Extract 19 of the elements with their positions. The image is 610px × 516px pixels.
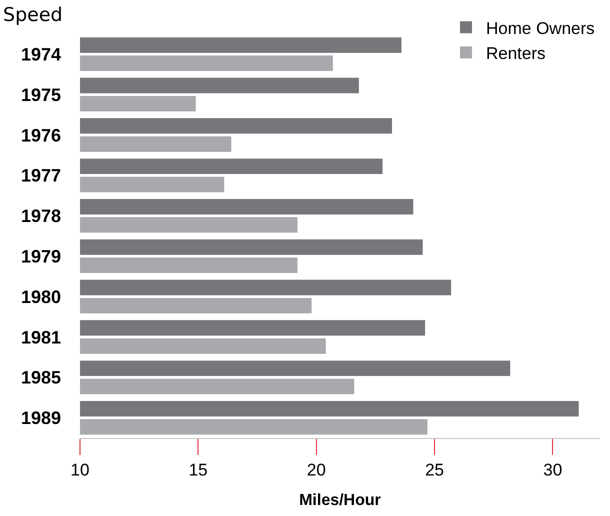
y-tick-label: 1976 bbox=[20, 125, 61, 146]
x-tick-label: 10 bbox=[70, 460, 90, 480]
x-tick-label: 20 bbox=[306, 460, 326, 480]
x-tick-label: 30 bbox=[543, 460, 562, 480]
y-tick-label: 1974 bbox=[20, 44, 61, 64]
chart-title: Speed bbox=[3, 4, 63, 26]
y-tick-label: 1980 bbox=[20, 286, 61, 307]
y-tick-label: 1979 bbox=[20, 246, 61, 266]
y-tick-label: 1977 bbox=[20, 166, 61, 186]
y-tick-label: 1978 bbox=[20, 206, 61, 226]
y-tick-label: 1989 bbox=[20, 408, 61, 428]
x-tick-label: 25 bbox=[425, 460, 444, 480]
legend-label: Renters bbox=[486, 44, 546, 64]
x-axis-title: Miles/Hour bbox=[299, 492, 381, 510]
x-tick-label: 15 bbox=[188, 460, 208, 480]
y-tick-label: 1975 bbox=[20, 84, 61, 105]
y-tick-label: 1985 bbox=[20, 368, 61, 388]
y-tick-label: 1981 bbox=[20, 327, 61, 348]
legend-label: Home Owners bbox=[486, 18, 595, 38]
